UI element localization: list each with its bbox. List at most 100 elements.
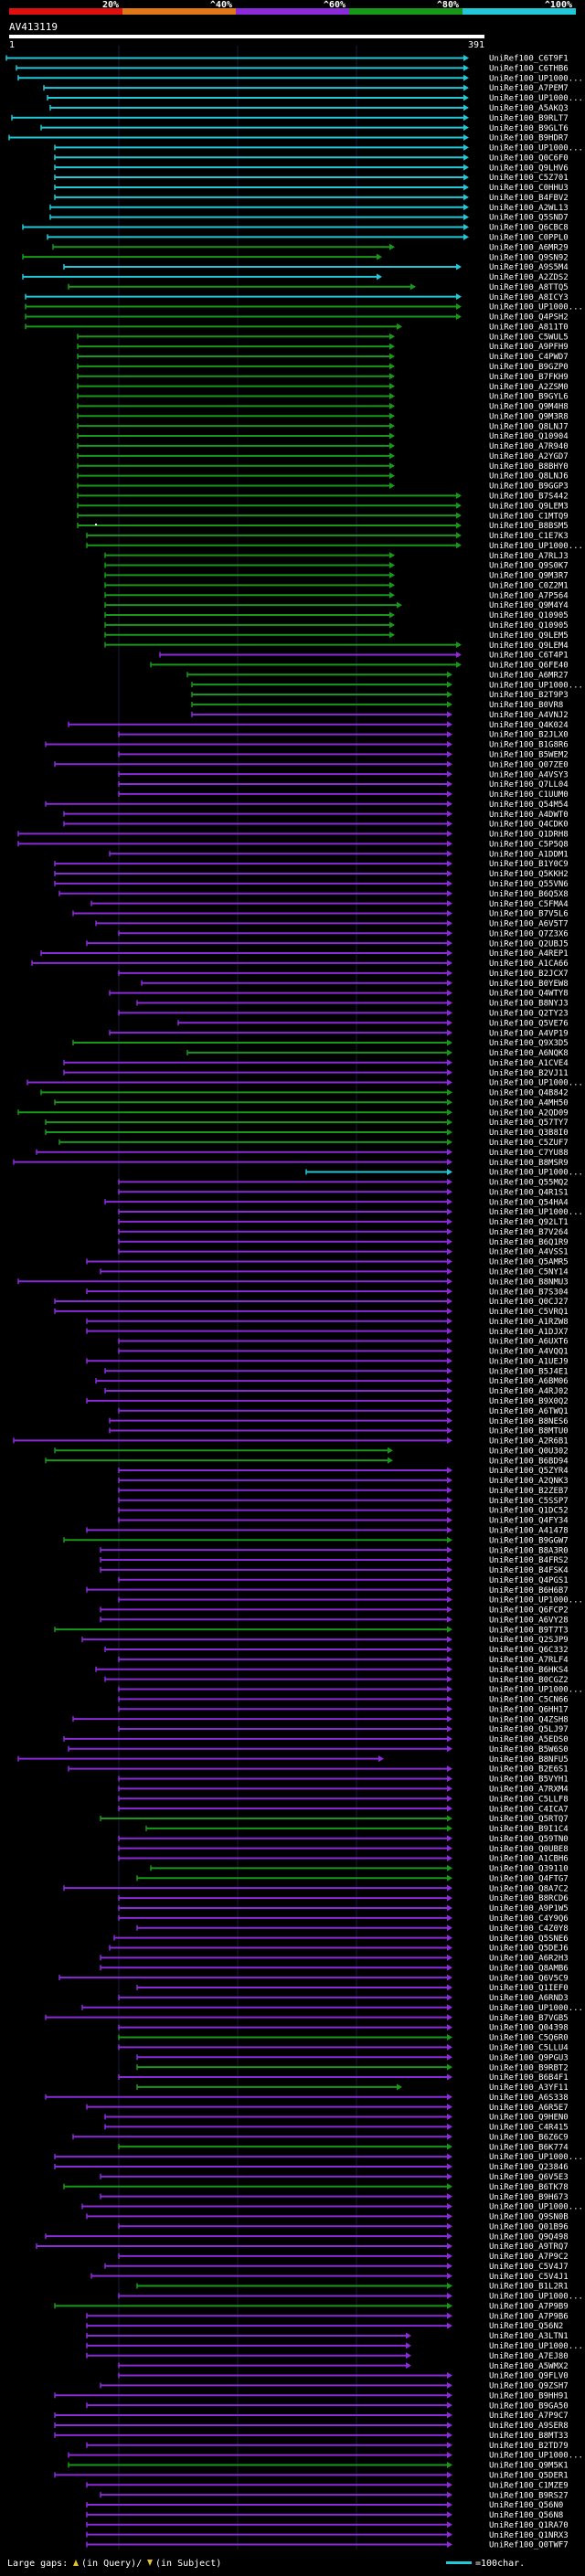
hit-label[interactable]: UniRef100_Q9SN0B (489, 2213, 569, 2222)
hit-label[interactable]: UniRef100_A6NQK8 (489, 1049, 569, 1058)
hit-row[interactable]: UniRef100_B2ZEB7 (0, 1485, 585, 1496)
hit-row[interactable]: UniRef100_Q5LJ97 (0, 1724, 585, 1735)
hit-row[interactable]: UniRef100_Q9Q498 (0, 2231, 585, 2242)
hit-label[interactable]: UniRef100_Q57TY7 (489, 1118, 569, 1128)
hit-label[interactable]: UniRef100_Q7Z3X6 (489, 929, 569, 938)
hit-label[interactable]: UniRef100_Q9M5K1 (489, 2462, 569, 2471)
hit-label[interactable]: UniRef100_A8ICY3 (489, 293, 569, 302)
hit-label[interactable]: UniRef100_A6TWQ1 (489, 1407, 569, 1416)
hit-label[interactable]: UniRef100_UP1000... (489, 1079, 583, 1088)
hit-row[interactable]: UniRef100_A7P9B6 (0, 2311, 585, 2322)
hit-row[interactable]: UniRef100_C5CN66 (0, 1694, 585, 1705)
hit-label[interactable]: UniRef100_C5LLF8 (489, 1795, 569, 1804)
hit-label[interactable]: UniRef100_C5CN66 (489, 1696, 569, 1705)
hit-row[interactable]: UniRef100_B6TK78 (0, 2181, 585, 2192)
hit-row[interactable]: UniRef100_C5FMA4 (0, 898, 585, 909)
hit-label[interactable]: UniRef100_B8MSR9 (489, 1159, 569, 1168)
hit-label[interactable]: UniRef100_UP1000... (489, 1686, 583, 1695)
hit-row[interactable]: UniRef100_B2JLX0 (0, 729, 585, 740)
hit-row[interactable]: UniRef100_A6MR29 (0, 242, 585, 253)
hit-label[interactable]: UniRef100_Q4FY34 (489, 1517, 569, 1526)
hit-label[interactable]: UniRef100_A9S5M4 (489, 263, 569, 272)
hit-label[interactable]: UniRef100_A1DDM1 (489, 850, 569, 859)
hit-row[interactable]: UniRef100_Q54HA4 (0, 1197, 585, 1208)
hit-label[interactable]: UniRef100_Q01B96 (489, 2222, 569, 2231)
hit-row[interactable]: UniRef100_A4REP1 (0, 949, 585, 959)
hit-row[interactable]: UniRef100_B8MT33 (0, 2430, 585, 2441)
hit-row[interactable]: UniRef100_Q9LEM3 (0, 501, 585, 512)
hit-label[interactable]: UniRef100_Q0CJ27 (489, 1298, 569, 1307)
hit-label[interactable]: UniRef100_Q10905 (489, 611, 569, 620)
hit-label[interactable]: UniRef100_B6Q5X8 (489, 890, 569, 899)
hit-label[interactable]: UniRef100_Q4CDK0 (489, 821, 569, 830)
hit-label[interactable]: UniRef100_Q4WTY8 (489, 990, 569, 999)
hit-label[interactable]: UniRef100_B4FSK4 (489, 1566, 569, 1575)
hit-label[interactable]: UniRef100_B5WEM2 (489, 751, 569, 760)
hit-label[interactable]: UniRef100_UP1000... (489, 2004, 583, 2013)
hit-row[interactable]: UniRef100_A3YF11 (0, 2082, 585, 2093)
hit-label[interactable]: UniRef100_UP1000... (489, 681, 583, 690)
hit-row[interactable]: UniRef100_B8NMU3 (0, 1277, 585, 1288)
hit-row[interactable]: UniRef100_Q9M3R7 (0, 570, 585, 581)
hit-row[interactable]: UniRef100_UP1000... (0, 1167, 585, 1178)
hit-row[interactable]: UniRef100_UP1000... (0, 143, 585, 154)
hit-row[interactable]: UniRef100_Q6FCP2 (0, 1605, 585, 1616)
hit-label[interactable]: UniRef100_UP1000... (489, 2452, 583, 2461)
hit-label[interactable]: UniRef100_C5VRQ1 (489, 1308, 569, 1317)
hit-row[interactable]: UniRef100_C5P5Q8 (0, 839, 585, 850)
hit-label[interactable]: UniRef100_A2ZSM0 (489, 383, 569, 392)
hit-label[interactable]: UniRef100_Q4B842 (489, 1089, 569, 1098)
hit-label[interactable]: UniRef100_A6MR27 (489, 671, 569, 680)
hit-label[interactable]: UniRef100_B6B4F1 (489, 2073, 569, 2083)
hit-label[interactable]: UniRef100_A6VY28 (489, 1616, 569, 1625)
hit-label[interactable]: UniRef100_B2ZEB7 (489, 1487, 569, 1496)
hit-row[interactable]: UniRef100_Q56N2 (0, 2321, 585, 2332)
hit-row[interactable]: UniRef100_A5AKQ3 (0, 102, 585, 113)
hit-label[interactable]: UniRef100_B9HDR7 (489, 134, 569, 143)
hit-label[interactable]: UniRef100_A1CBH6 (489, 1855, 569, 1864)
hit-row[interactable]: UniRef100_C0HHU3 (0, 182, 585, 193)
hit-row[interactable]: UniRef100_Q6V5C9 (0, 1973, 585, 1984)
hit-row[interactable]: UniRef100_C5VRQ1 (0, 1306, 585, 1317)
hit-label[interactable]: UniRef100_A3LTN1 (489, 2332, 569, 2341)
hit-label[interactable]: UniRef100_C1UUM0 (489, 790, 569, 800)
hit-label[interactable]: UniRef100_Q6CBC8 (489, 224, 569, 233)
hit-label[interactable]: UniRef100_Q6HH17 (489, 1705, 569, 1714)
hit-row[interactable]: UniRef100_Q5AMR5 (0, 1256, 585, 1267)
hit-row[interactable]: UniRef100_B4FSK4 (0, 1564, 585, 1575)
hit-row[interactable]: UniRef100_A4VP19 (0, 1028, 585, 1039)
hit-row[interactable]: UniRef100_Q9HEN0 (0, 2112, 585, 2123)
hit-label[interactable]: UniRef100_Q9Q498 (489, 2232, 569, 2242)
hit-label[interactable]: UniRef100_Q1IEF0 (489, 1984, 569, 1993)
hit-row[interactable]: UniRef100_UP1000... (0, 1595, 585, 1606)
hit-row[interactable]: UniRef100_Q6V5E3 (0, 2171, 585, 2182)
hit-label[interactable]: UniRef100_UP1000... (489, 2342, 583, 2351)
hit-row[interactable]: UniRef100_Q2UBJ5 (0, 938, 585, 949)
hit-label[interactable]: UniRef100_A9TRQ7 (489, 2242, 569, 2252)
hit-label[interactable]: UniRef100_Q56N8 (489, 2511, 563, 2520)
hit-label[interactable]: UniRef100_B8BHY0 (489, 462, 569, 472)
hit-label[interactable]: UniRef100_A4VSY3 (489, 770, 569, 779)
hit-row[interactable]: UniRef100_B8BHY0 (0, 461, 585, 472)
hit-row[interactable]: UniRef100_C5LLU4 (0, 2042, 585, 2053)
hit-label[interactable]: UniRef100_A3YF11 (489, 2083, 569, 2093)
hit-label[interactable]: UniRef100_A1UEJ9 (489, 1357, 569, 1366)
hit-label[interactable]: UniRef100_Q8LNJ6 (489, 472, 569, 482)
hit-label[interactable]: UniRef100_A2WL13 (489, 204, 569, 213)
hit-label[interactable]: UniRef100_UP1000... (489, 1169, 583, 1178)
hit-row[interactable]: UniRef100_Q9M5K1 (0, 2460, 585, 2471)
hit-row[interactable]: UniRef100_Q9SN0B (0, 2211, 585, 2222)
hit-label[interactable]: UniRef100_Q4PGS1 (489, 1576, 569, 1585)
hit-label[interactable]: UniRef100_Q3B8I0 (489, 1129, 569, 1138)
hit-label[interactable]: UniRef100_B8NMU3 (489, 1277, 569, 1287)
hit-label[interactable]: UniRef100_A7RLF4 (489, 1656, 569, 1665)
hit-label[interactable]: UniRef100_A41478 (489, 1526, 569, 1535)
hit-label[interactable]: UniRef100_Q8LNJ7 (489, 422, 569, 431)
hit-row[interactable]: UniRef100_UP1000... (0, 73, 585, 84)
hit-row[interactable]: UniRef100_Q5RTQ7 (0, 1814, 585, 1825)
hit-label[interactable]: UniRef100_C5WUL5 (489, 333, 569, 342)
hit-row[interactable]: UniRef100_B4FRS2 (0, 1555, 585, 1566)
hit-row[interactable]: UniRef100_UP1000... (0, 540, 585, 551)
hit-label[interactable]: UniRef100_B6BD94 (489, 1457, 569, 1466)
hit-row[interactable]: UniRef100_B9GGW7 (0, 1535, 585, 1546)
